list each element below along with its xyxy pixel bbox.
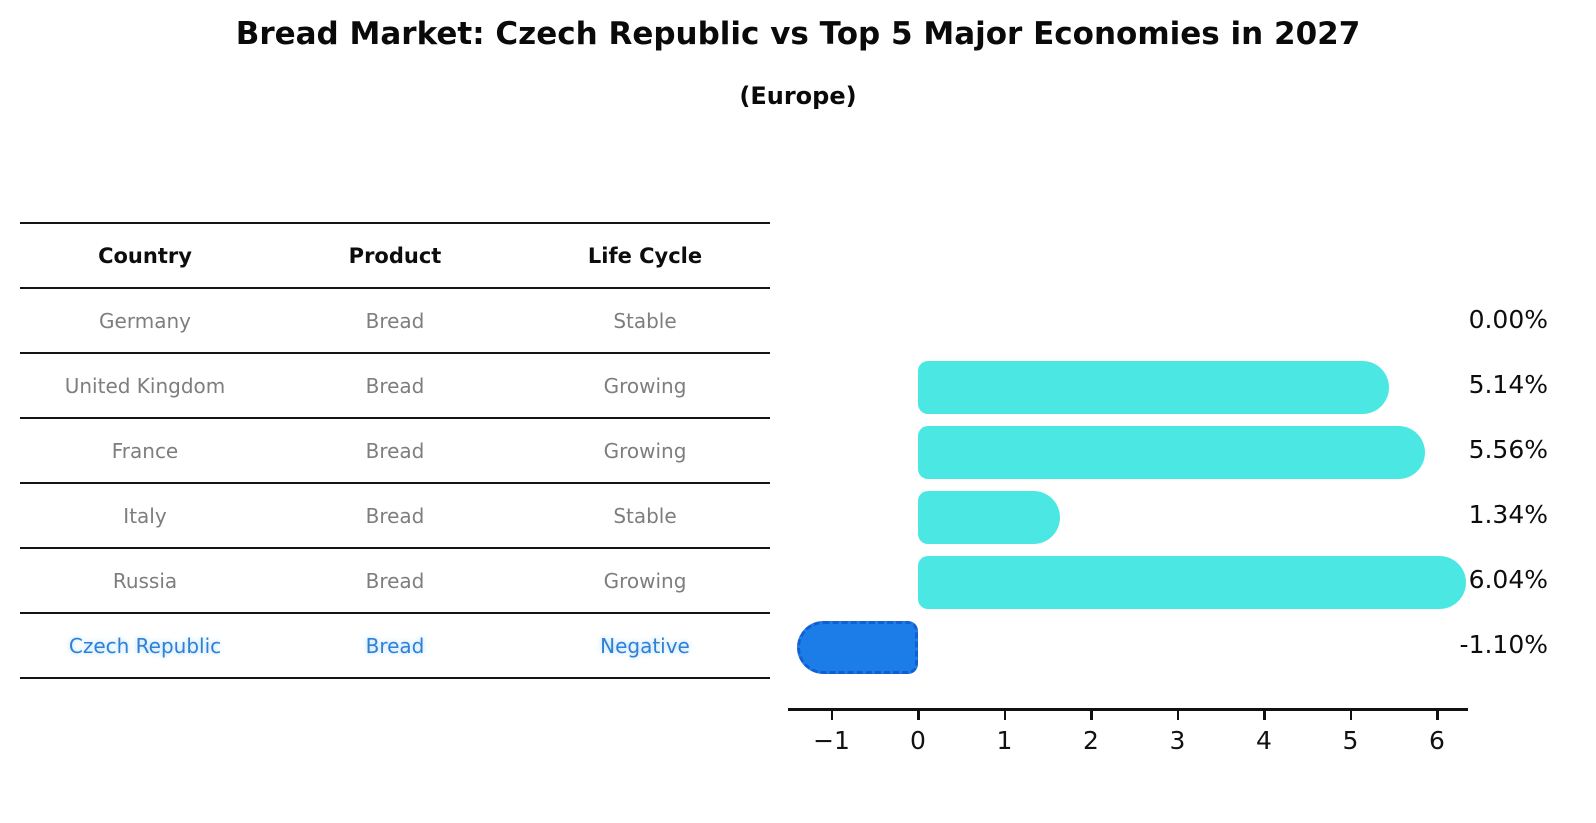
column-header: Life Cycle [587, 243, 703, 268]
table-header-row: Country Product Life Cycle [20, 222, 770, 289]
table-row: United Kingdom Bread Growing [20, 354, 770, 419]
chart-subtitle: (Europe) [739, 82, 857, 110]
bar-value-label: 5.56% [1468, 435, 1548, 464]
table-cell-life-cycle: Negative [600, 633, 690, 658]
table-cell-life-cycle: Growing [603, 373, 687, 398]
table-cell-country: Russia [112, 568, 178, 593]
x-axis-line [788, 708, 1468, 711]
x-axis-tick-label: 6 [1429, 726, 1445, 755]
x-axis-tick [1176, 711, 1179, 720]
x-axis-tick [1436, 711, 1439, 720]
table-cell-country: Czech Republic [68, 633, 222, 658]
bar-czech-republic [796, 620, 918, 674]
x-axis-tick [830, 711, 833, 720]
table-row: Italy Bread Stable [20, 484, 770, 549]
x-axis-tick-label: 4 [1256, 726, 1272, 755]
bar-value-label: 6.04% [1468, 565, 1548, 594]
table-cell-product: Bread [365, 308, 425, 333]
table-cell-product: Bread [365, 373, 425, 398]
column-header: Country [98, 243, 192, 268]
table-row: Russia Bread Growing [20, 549, 770, 614]
bar-united-kingdom [918, 360, 1389, 414]
x-axis-tick [1003, 711, 1006, 720]
x-axis-tick-label: 5 [1342, 726, 1359, 755]
comparison-table: Country Product Life Cycle Germany Bread Stab… [20, 222, 770, 679]
table-cell-country: United Kingdom [64, 373, 226, 398]
value-labels: 0.00% 5.14% 5.56% 1.34% 6.04% -1.10% [1448, 292, 1548, 712]
table-row: Czech Republic Bread Negative [20, 614, 770, 679]
table-cell-life-cycle: Stable [613, 503, 677, 528]
x-axis-tick-label: −1 [813, 726, 850, 755]
x-axis-tick-label: 3 [1169, 726, 1186, 755]
table-row: France Bread Growing [20, 419, 770, 484]
table-cell-life-cycle: Growing [603, 568, 687, 593]
x-axis-tick [917, 711, 920, 720]
table-cell-life-cycle: Stable [613, 308, 677, 333]
x-axis-tick [1349, 711, 1352, 720]
table-cell-product: Bread [365, 438, 425, 463]
table-row: Germany Bread Stable [20, 289, 770, 354]
bar-france [918, 425, 1425, 479]
table-cell-product: Bread [365, 568, 425, 593]
x-axis-tick [1090, 711, 1093, 720]
bar-italy [918, 490, 1060, 544]
bar-russia [918, 555, 1467, 609]
bar-value-label: -1.10% [1459, 630, 1548, 659]
chart-title: Bread Market: Czech Republic vs Top 5 Ma… [235, 16, 1361, 52]
table-cell-country: Germany [99, 308, 191, 333]
bar-value-label: 1.34% [1468, 500, 1548, 529]
table-cell-product: Bread [365, 633, 425, 658]
bar-value-label: 5.14% [1468, 370, 1548, 399]
bar-chart: −1 0 1 2 3 4 5 6 [788, 292, 1468, 755]
x-axis-tick-label: 2 [1083, 726, 1099, 755]
x-axis-tick-label: 0 [910, 726, 926, 755]
column-header: Product [348, 243, 442, 268]
table-cell-country: Italy [123, 503, 167, 528]
x-axis-tick [1263, 711, 1266, 720]
table-cell-product: Bread [365, 503, 425, 528]
table-cell-life-cycle: Growing [603, 438, 687, 463]
table-cell-country: France [111, 438, 179, 463]
x-axis-tick-label: 1 [996, 726, 1013, 755]
bar-value-label: 0.00% [1468, 305, 1548, 334]
